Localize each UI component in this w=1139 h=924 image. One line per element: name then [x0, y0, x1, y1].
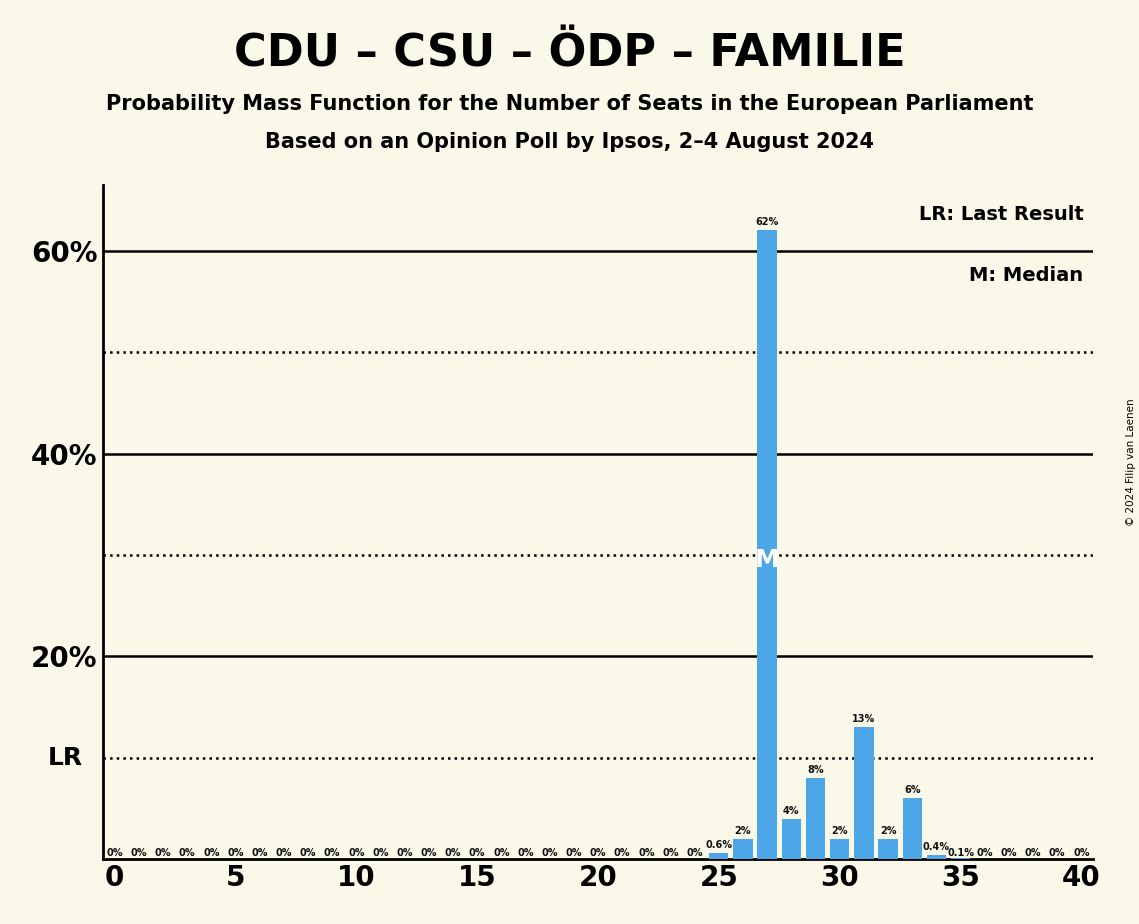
Text: 0%: 0%: [566, 848, 582, 858]
Text: © 2024 Filip van Laenen: © 2024 Filip van Laenen: [1126, 398, 1136, 526]
Bar: [805, 778, 825, 859]
Text: 0%: 0%: [590, 848, 606, 858]
Text: 0%: 0%: [638, 848, 655, 858]
Text: 0%: 0%: [372, 848, 388, 858]
Text: 13%: 13%: [852, 714, 876, 724]
Text: 2%: 2%: [735, 826, 752, 836]
Bar: [902, 798, 921, 859]
Text: 0%: 0%: [227, 848, 244, 858]
Text: 4%: 4%: [784, 806, 800, 816]
Text: 0%: 0%: [541, 848, 558, 858]
Text: LR: LR: [48, 746, 83, 770]
Bar: [710, 853, 729, 859]
Text: 0.1%: 0.1%: [947, 848, 974, 858]
Text: M: Median: M: Median: [969, 266, 1083, 285]
Text: M: M: [755, 548, 779, 572]
Text: 2%: 2%: [879, 826, 896, 836]
Text: Based on an Opinion Poll by Ipsos, 2–4 August 2024: Based on an Opinion Poll by Ipsos, 2–4 A…: [265, 132, 874, 152]
Text: 0%: 0%: [469, 848, 485, 858]
Text: 0%: 0%: [1000, 848, 1017, 858]
Bar: [781, 819, 801, 859]
Bar: [854, 727, 874, 859]
Text: 0%: 0%: [662, 848, 679, 858]
Text: 0%: 0%: [131, 848, 147, 858]
Text: 0%: 0%: [349, 848, 364, 858]
Text: 62%: 62%: [755, 217, 779, 227]
Text: 8%: 8%: [808, 765, 823, 775]
Text: 0%: 0%: [300, 848, 317, 858]
Text: 0%: 0%: [614, 848, 630, 858]
Text: 2%: 2%: [831, 826, 847, 836]
Text: Probability Mass Function for the Number of Seats in the European Parliament: Probability Mass Function for the Number…: [106, 94, 1033, 115]
Text: 0%: 0%: [420, 848, 437, 858]
Text: 0.6%: 0.6%: [705, 840, 732, 850]
Text: 0%: 0%: [252, 848, 268, 858]
Text: 0%: 0%: [493, 848, 509, 858]
Text: 0%: 0%: [276, 848, 292, 858]
Text: 0.4%: 0.4%: [923, 842, 950, 852]
Text: 0%: 0%: [323, 848, 341, 858]
Text: 0%: 0%: [976, 848, 993, 858]
Bar: [757, 230, 777, 859]
Text: CDU – CSU – ÖDP – FAMILIE: CDU – CSU – ÖDP – FAMILIE: [233, 32, 906, 76]
Bar: [878, 839, 898, 859]
Text: LR: Last Result: LR: Last Result: [919, 205, 1083, 224]
Text: 6%: 6%: [904, 785, 920, 796]
Text: 0%: 0%: [444, 848, 461, 858]
Text: 0%: 0%: [179, 848, 196, 858]
Text: 0%: 0%: [396, 848, 412, 858]
Text: 0%: 0%: [203, 848, 220, 858]
Text: 0%: 0%: [106, 848, 123, 858]
Text: 0%: 0%: [1025, 848, 1041, 858]
Bar: [927, 856, 947, 859]
Text: 0%: 0%: [1049, 848, 1065, 858]
Bar: [830, 839, 850, 859]
Text: 0%: 0%: [517, 848, 534, 858]
Bar: [734, 839, 753, 859]
Text: 0%: 0%: [687, 848, 703, 858]
Bar: [951, 858, 970, 859]
Text: 0%: 0%: [155, 848, 171, 858]
Text: 0%: 0%: [1073, 848, 1090, 858]
